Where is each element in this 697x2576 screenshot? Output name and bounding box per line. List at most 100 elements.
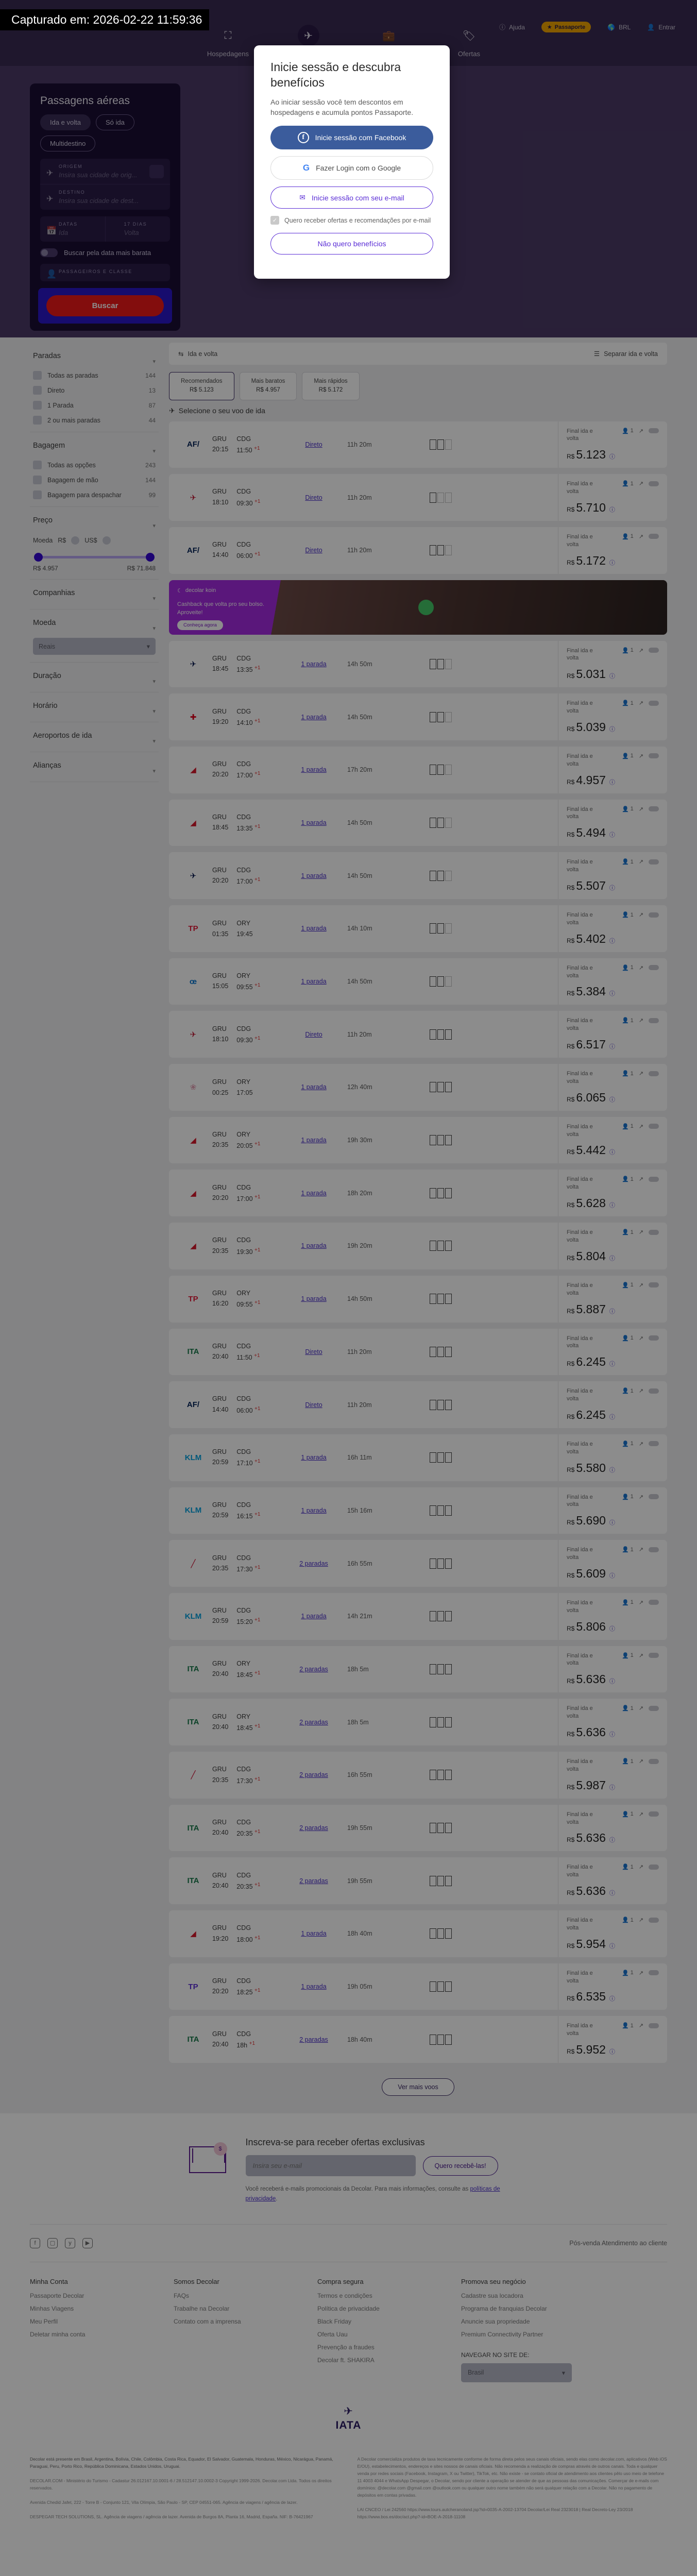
flight-result-row[interactable]: ✈ GRU 18:10 CDG 09:30 +1 Direto 11h 20m Final i… (169, 1011, 667, 1058)
date-out-field[interactable]: 📅 DATAS Ida (40, 216, 106, 242)
stops-link[interactable]: 1 parada (301, 660, 327, 668)
compare-toggle[interactable] (649, 534, 659, 539)
compare-toggle[interactable] (649, 1917, 659, 1923)
share-icon[interactable]: ↗ (638, 1970, 643, 1976)
filter-group-horario[interactable]: Horário ▾ (30, 692, 159, 722)
price-info-icon[interactable]: ⓘ (609, 1308, 615, 1315)
filter-paradas-head[interactable]: Paradas ▾ (33, 352, 156, 365)
origin-input[interactable]: Insira sua cidade de orig... (59, 171, 138, 179)
price-info-icon[interactable]: ⓘ (609, 1202, 615, 1209)
compare-toggle[interactable] (649, 1124, 659, 1129)
stops-link[interactable]: 1 parada (301, 1930, 327, 1938)
loyalty-badge[interactable]: ★ Passaporte (541, 22, 591, 32)
share-icon[interactable]: ↗ (638, 1547, 643, 1553)
compare-toggle[interactable] (649, 1705, 659, 1711)
stops-link[interactable]: 1 parada (301, 713, 327, 721)
google-login-button[interactable]: G Fazer Login com o Google (270, 156, 433, 180)
footer-link[interactable]: Black Friday (317, 2317, 352, 2325)
stops-link[interactable]: 1 parada (301, 1189, 327, 1197)
compare-toggle[interactable] (649, 1176, 659, 1182)
chevron-down-icon[interactable]: ▾ (152, 625, 156, 632)
price-info-icon[interactable]: ⓘ (609, 1784, 615, 1791)
filter-row[interactable]: Todas as opções 243 (33, 461, 156, 469)
filter-aeroportos-head[interactable]: Aeroportos de ida ▾ (33, 732, 156, 744)
sort-tab-mais-baratos[interactable]: Mais baratos R$ 4.957 (239, 372, 297, 400)
stops-link[interactable]: 2 paradas (299, 1665, 328, 1673)
stops-link[interactable]: 2 paradas (299, 1877, 328, 1885)
stops-link[interactable]: 2 paradas (299, 1824, 328, 1832)
checkbox[interactable] (33, 476, 42, 484)
flight-result-row[interactable]: AF/GRU 14:40 CDG 06:00 +1 Direto 11h 20m Final… (169, 1381, 667, 1428)
share-icon[interactable]: ↗ (638, 700, 643, 707)
footer-link[interactable]: Cadastre sua locadora (461, 2292, 523, 2299)
account-button[interactable]: 👤 Entrar (647, 24, 675, 31)
destination-field[interactable]: ✈ DESTINO Insira sua cidade de dest... (40, 184, 170, 210)
footer-link[interactable]: Trabalhe na Decolar (174, 2304, 230, 2312)
filter-duracao-head[interactable]: Duração ▾ (33, 672, 156, 685)
cheapest-date-toggle-row[interactable]: Buscar pela data mais barata (40, 248, 170, 257)
chevron-down-icon[interactable]: ▾ (152, 448, 156, 454)
price-info-icon[interactable]: ⓘ (609, 885, 615, 891)
stops-link[interactable]: 2 paradas (299, 1560, 328, 1567)
flight-result-row[interactable]: ❀ GRU 00:25 ORY 17:05 1 parada 12h 40m Final id… (169, 1064, 667, 1111)
post-sale-link[interactable]: Pós-venda Atendimento ao cliente (569, 2239, 667, 2247)
share-icon[interactable]: ↗ (638, 1652, 643, 1659)
price-info-icon[interactable]: ⓘ (609, 1467, 615, 1473)
compare-toggle[interactable] (649, 1600, 659, 1605)
share-icon[interactable]: ↗ (638, 1018, 643, 1024)
price-info-icon[interactable]: ⓘ (609, 1837, 615, 1844)
trip-type-so-ida[interactable]: Só ida (96, 114, 134, 130)
share-icon[interactable]: ↗ (638, 1282, 643, 1289)
promo-cta-button[interactable]: Conheça agora (177, 620, 223, 630)
filter-row[interactable]: Bagagem para despachar 99 (33, 490, 156, 499)
footer-link[interactable]: Prevenção a fraudes (317, 2343, 375, 2351)
flight-result-row[interactable]: AF/GRU 14:40 CDG 06:00 +1 Direto 11h 20m Final… (169, 527, 667, 574)
flight-result-row[interactable]: ◢ GRU 20:20 CDG 17:00 +1 1 parada 18h 20m Final… (169, 1170, 667, 1217)
checkbox[interactable]: ✓ (270, 216, 279, 225)
stops-link[interactable]: 1 parada (301, 766, 327, 774)
price-info-icon[interactable]: ⓘ (609, 726, 615, 733)
date-back-field[interactable]: 17 DIAS Volta (106, 216, 171, 242)
footer-link[interactable]: Meu Perfil (30, 2317, 58, 2325)
share-icon[interactable]: ↗ (638, 1335, 643, 1342)
footer-link[interactable]: Decolar ft. SHAKIRA (317, 2356, 375, 2364)
checkbox[interactable] (33, 461, 42, 469)
filter-preco-head[interactable]: Preço ▾ (33, 516, 156, 529)
date-out-input[interactable]: Ida (59, 229, 69, 236)
flight-result-row[interactable]: KLM GRU 20:59 CDG 16:15 +1 1 parada 15h 16m Fin… (169, 1487, 667, 1534)
price-info-icon[interactable]: ⓘ (609, 673, 615, 680)
flight-result-row[interactable]: ITA GRU 20:40 ORY 18:45 +1 2 paradas 18h 5m Fin… (169, 1646, 667, 1693)
promotional-banner[interactable]: ☾ decolar koin Cashback que volta pro seu … (169, 580, 667, 635)
price-info-icon[interactable]: ⓘ (609, 1679, 615, 1685)
footer-link[interactable]: Termos e condições (317, 2292, 372, 2299)
footer-link[interactable]: Programa de franquias Decolar (461, 2304, 547, 2312)
footer-link[interactable]: Contato com a imprensa (174, 2317, 241, 2325)
compare-toggle[interactable] (649, 859, 659, 865)
flight-result-row[interactable]: ITA GRU 20:40 CDG 18h +1 2 paradas 18h 40m Fina… (169, 2016, 667, 2063)
passengers-field[interactable]: 👤 PASSAGEIROS E CLASSE (40, 264, 170, 281)
share-icon[interactable]: ↗ (638, 1599, 643, 1606)
chevron-down-icon[interactable]: ▾ (152, 523, 156, 529)
footer-link[interactable]: FAQs (174, 2292, 190, 2299)
flight-result-row[interactable]: ◢ GRU 20:35 CDG 19:30 +1 1 parada 19h 20m Final… (169, 1223, 667, 1269)
compare-toggle[interactable] (649, 1811, 659, 1817)
share-icon[interactable]: ↗ (638, 1176, 643, 1183)
trip-type-multidestino[interactable]: Multidestino (40, 135, 96, 151)
flight-result-row[interactable]: AF/GRU 20:15 CDG 11:50 +1 Direto 11h 20m Final… (169, 421, 667, 468)
stops-link[interactable]: 1 parada (301, 1137, 327, 1144)
stops-link[interactable]: Direto (305, 547, 322, 554)
flight-result-row[interactable]: ITA GRU 20:40 CDG 20:35 +1 2 paradas 19h 55m Fi… (169, 1857, 667, 1905)
share-icon[interactable]: ↗ (638, 1123, 643, 1130)
footer-link[interactable]: Deletar minha conta (30, 2330, 86, 2338)
price-info-icon[interactable]: ⓘ (609, 1520, 615, 1527)
compare-toggle[interactable] (649, 1547, 659, 1552)
twitter-icon[interactable]: y (65, 2238, 75, 2248)
flight-result-row[interactable]: ✚ GRU 19:20 CDG 14:10 +1 1 parada 14h 50m Final… (169, 693, 667, 740)
footer-link[interactable]: Minhas Viagens (30, 2304, 74, 2312)
stops-link[interactable]: 1 parada (301, 1083, 327, 1091)
sort-tab-mais-rapidos[interactable]: Mais rápidos R$ 5.172 (302, 372, 360, 400)
compare-toggle[interactable] (649, 753, 659, 759)
compare-toggle[interactable] (649, 1018, 659, 1023)
share-icon[interactable]: ↗ (638, 1864, 643, 1871)
compare-toggle[interactable] (649, 1758, 659, 1764)
